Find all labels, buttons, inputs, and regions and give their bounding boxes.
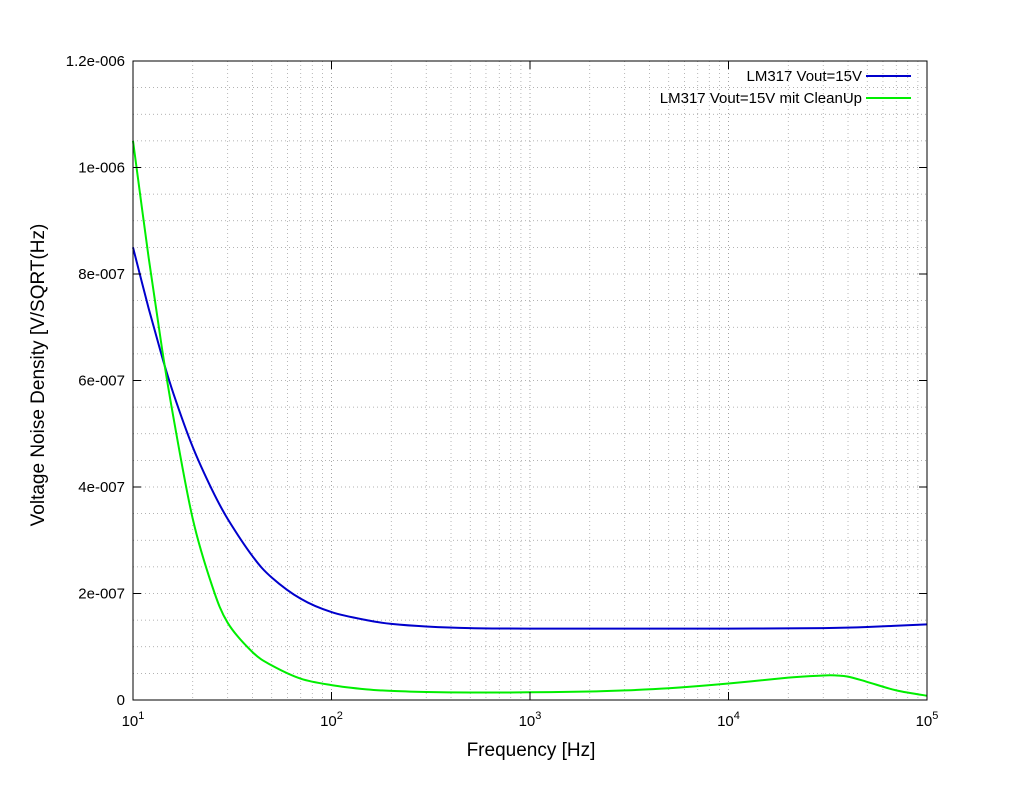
y-axis-label: Voltage Noise Density [V/SQRT(Hz) bbox=[28, 224, 49, 527]
x-tick-label: 102 bbox=[320, 710, 343, 730]
y-tick-label: 1e-006 bbox=[78, 160, 125, 177]
y-tick-label: 6e-007 bbox=[78, 373, 125, 390]
y-tick-label: 2e-007 bbox=[78, 586, 125, 603]
x-tick-label: 101 bbox=[122, 710, 145, 730]
y-tick-label: 0 bbox=[117, 692, 125, 709]
x-tick-label: 104 bbox=[717, 710, 740, 730]
grid-lines bbox=[133, 61, 927, 700]
legend-label-1: LM317 Vout=15V bbox=[746, 68, 862, 85]
x-axis-ticks: 101 102 103 104 105 bbox=[122, 61, 939, 730]
x-tick-label: 103 bbox=[519, 710, 542, 730]
x-tick-label: 105 bbox=[916, 710, 939, 730]
y-axis-ticks: 0 2e-007 4e-007 6e-007 8e-007 1e-006 1.2e-006 bbox=[66, 53, 927, 709]
legend-label-2: LM317 Vout=15V mit CleanUp bbox=[660, 90, 862, 107]
y-tick-label: 8e-007 bbox=[78, 266, 125, 283]
series-line-2 bbox=[132, 140, 928, 697]
y-tick-label: 4e-007 bbox=[78, 479, 125, 496]
series-lines bbox=[132, 140, 928, 697]
y-tick-label: 1.2e-006 bbox=[66, 53, 125, 70]
series-line-1 bbox=[132, 247, 928, 630]
x-axis-label: Frequency [Hz] bbox=[467, 740, 596, 761]
legend: LM317 Vout=15V LM317 Vout=15V mit CleanUp bbox=[660, 68, 911, 107]
